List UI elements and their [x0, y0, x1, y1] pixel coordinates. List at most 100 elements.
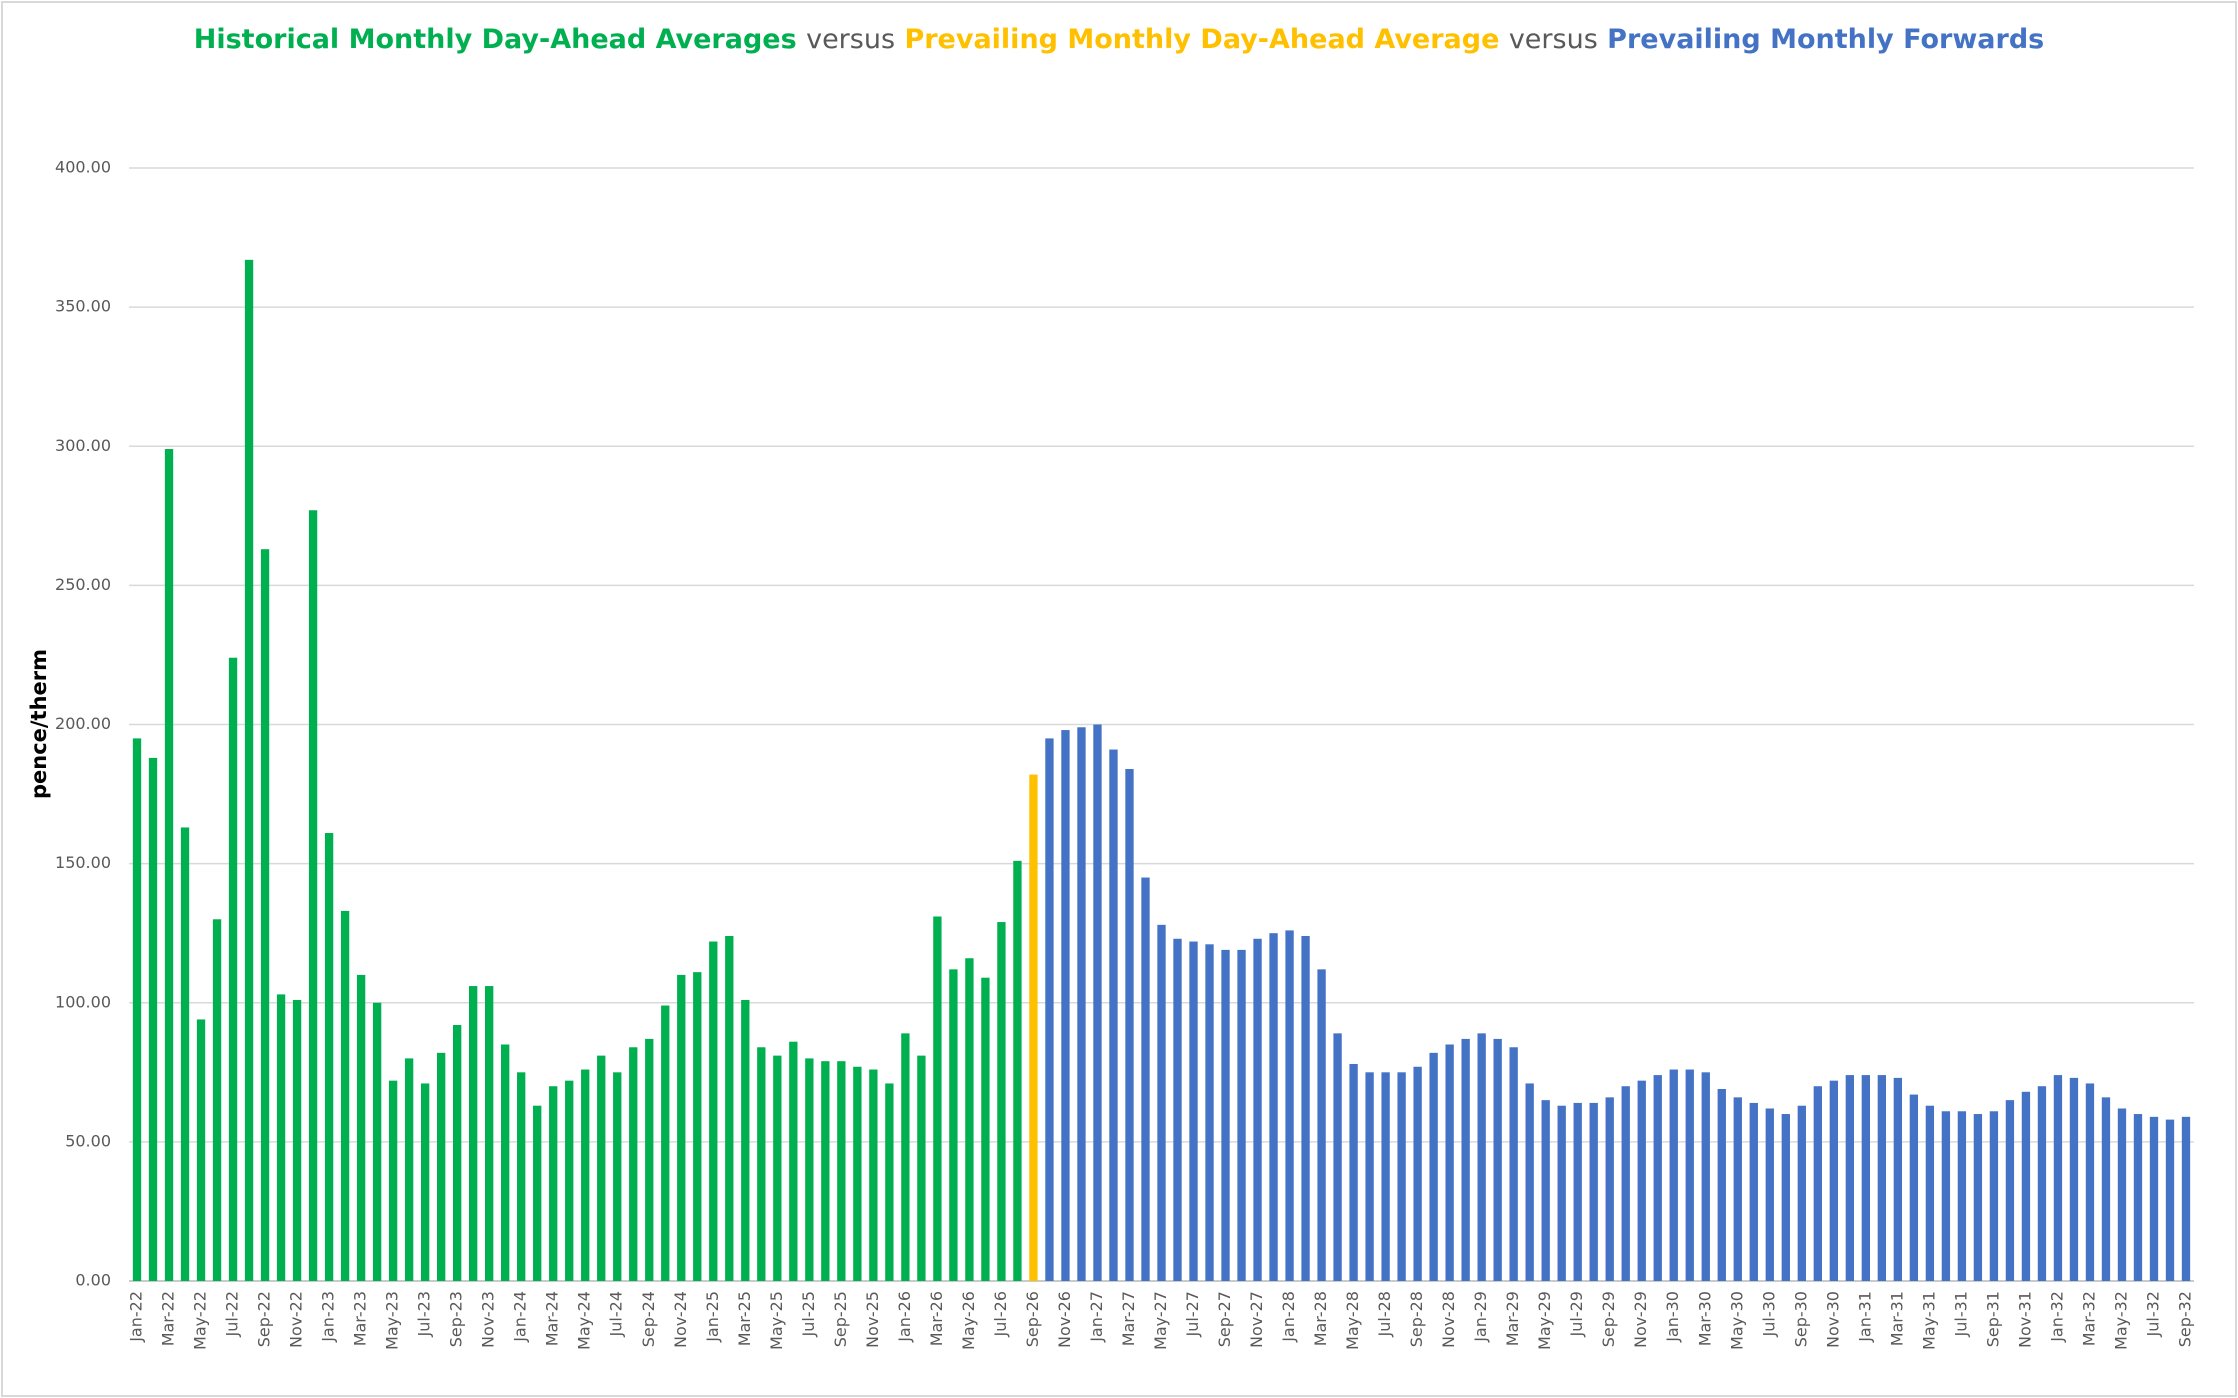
bar	[356, 974, 366, 1281]
bar	[981, 977, 990, 1281]
bar	[196, 1019, 206, 1281]
title-series: Prevailing Monthly Day-Ahead Average	[904, 24, 1499, 55]
bar	[1909, 1094, 1919, 1281]
bar	[372, 1002, 382, 1281]
bar	[1893, 1077, 1903, 1281]
x-tick-label: May-25	[767, 1291, 786, 1350]
bar	[1269, 933, 1278, 1281]
bar	[1957, 1111, 1967, 1281]
bar	[1925, 1105, 1935, 1281]
x-tick-label: Mar-29	[1503, 1291, 1522, 1346]
x-tick-label: Jan-30	[1663, 1291, 1682, 1343]
bar	[164, 449, 174, 1282]
x-tick-label: May-32	[2111, 1291, 2130, 1350]
x-tick-label: Mar-26	[927, 1291, 946, 1346]
x-tick-label: Jan-24	[511, 1291, 530, 1343]
x-tick-label: Sep-30	[1791, 1291, 1810, 1347]
x-tick-label: Jan-26	[895, 1291, 914, 1343]
bar	[1605, 1097, 1614, 1281]
bar	[2149, 1116, 2159, 1281]
bar	[1749, 1102, 1758, 1281]
x-tick-label: Jan-25	[703, 1291, 722, 1343]
x-tick-label: Jul-29	[1567, 1291, 1586, 1337]
bar	[485, 986, 494, 1281]
x-tick-label: Jan-31	[1855, 1291, 1874, 1343]
bar	[1685, 1069, 1694, 1281]
title-series: Historical Monthly Day-Ahead Averages	[194, 24, 797, 55]
x-tick-label: Sep-32	[2175, 1291, 2194, 1347]
x-tick-label: Jan-32	[2047, 1291, 2066, 1343]
bar	[1045, 738, 1054, 1281]
bar	[1989, 1111, 1999, 1281]
bar	[1845, 1075, 1854, 1281]
bar	[1013, 860, 1022, 1281]
x-tick-label: Jan-22	[127, 1291, 146, 1343]
y-tick-label: 50.00	[65, 1131, 111, 1150]
bar	[917, 1055, 926, 1281]
bar	[1301, 935, 1310, 1281]
x-tick-label: Mar-28	[1311, 1291, 1330, 1346]
bar	[741, 999, 750, 1281]
bar	[773, 1055, 782, 1281]
x-tick-label: Mar-22	[159, 1291, 178, 1346]
bar	[1157, 924, 1166, 1281]
bar	[549, 1086, 558, 1281]
bar	[1717, 1089, 1726, 1281]
bar	[2037, 1086, 2047, 1281]
x-tick-label: May-31	[1919, 1291, 1938, 1350]
bar	[1061, 730, 1070, 1281]
bar	[404, 1058, 414, 1281]
bar	[949, 969, 958, 1281]
bar	[2005, 1100, 2015, 1281]
bar	[308, 510, 318, 1281]
bar	[1509, 1047, 1518, 1281]
x-tick-label: Jul-24	[607, 1291, 626, 1337]
title-joiner: versus	[1509, 24, 1598, 55]
chart-title: Historical Monthly Day-Ahead Averages ve…	[194, 24, 2044, 55]
x-tick-label: Jan-28	[1279, 1291, 1298, 1343]
x-tick-label: Jul-23	[415, 1291, 434, 1337]
bar	[436, 1052, 446, 1281]
bar	[340, 910, 350, 1281]
bar	[965, 958, 974, 1281]
bar	[1413, 1066, 1422, 1281]
y-tick-label: 250.00	[55, 575, 111, 594]
bar	[677, 974, 686, 1281]
x-tick-label: Jul-22	[223, 1291, 242, 1337]
x-tick-label: Sep-25	[831, 1291, 850, 1347]
x-tick-label: Sep-28	[1407, 1291, 1426, 1347]
x-tick-label: Nov-26	[1055, 1291, 1074, 1348]
bar	[420, 1083, 430, 1281]
bar	[1173, 938, 1182, 1281]
bar	[292, 999, 302, 1281]
bar	[1429, 1052, 1438, 1281]
x-tick-label: Jul-25	[799, 1291, 818, 1337]
y-tick-label: 400.00	[55, 158, 111, 177]
bar	[757, 1047, 766, 1281]
x-tick-label: Jan-29	[1471, 1291, 1490, 1343]
x-tick-label: May-23	[383, 1291, 402, 1350]
bar	[1333, 1033, 1342, 1281]
x-tick-label: Nov-25	[863, 1291, 882, 1348]
bar	[2117, 1108, 2127, 1281]
x-tick-label: Sep-29	[1599, 1291, 1618, 1347]
y-tick-label: 300.00	[55, 436, 111, 455]
bar	[1525, 1083, 1534, 1281]
bar	[1973, 1114, 1983, 1281]
x-tick-label: Nov-22	[287, 1291, 306, 1348]
x-tick-label: May-27	[1151, 1291, 1170, 1350]
bar	[709, 941, 718, 1281]
bar	[805, 1058, 814, 1281]
x-tick-label: Mar-27	[1119, 1291, 1138, 1346]
bar	[1093, 724, 1102, 1281]
bar	[1861, 1075, 1871, 1281]
x-tick-label: Mar-25	[735, 1291, 754, 1346]
bar	[452, 1025, 462, 1281]
bar	[1317, 969, 1326, 1281]
x-tick-label: Nov-23	[479, 1291, 498, 1348]
bar	[1125, 769, 1134, 1281]
bar	[1477, 1033, 1486, 1281]
bar	[260, 549, 270, 1281]
bar	[469, 986, 478, 1281]
x-tick-label: Sep-31	[1983, 1291, 2002, 1347]
